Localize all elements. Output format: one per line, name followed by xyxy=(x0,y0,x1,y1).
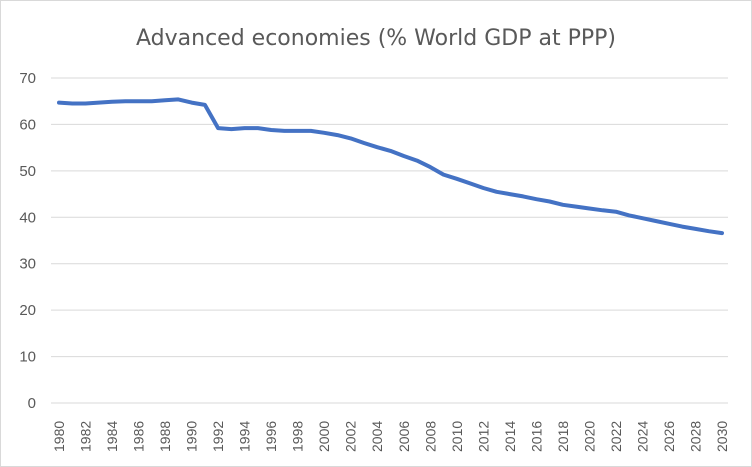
x-tick-label: 2030 xyxy=(714,421,730,452)
x-tick-label: 1984 xyxy=(104,421,120,452)
x-tick-label: 1994 xyxy=(237,421,253,452)
y-tick-label: 20 xyxy=(19,302,36,319)
x-tick-label: 1992 xyxy=(210,421,226,452)
x-tick-label: 1986 xyxy=(131,421,147,452)
x-tick-label: 2026 xyxy=(661,421,677,452)
x-tick-label: 2004 xyxy=(369,421,385,452)
x-tick-label: 1998 xyxy=(290,421,306,452)
y-tick-label: 70 xyxy=(19,70,36,87)
x-tick-label: 2006 xyxy=(396,421,412,452)
y-tick-label: 60 xyxy=(19,116,36,133)
y-tick-label: 40 xyxy=(19,209,36,226)
x-tick-label: 2022 xyxy=(608,421,624,452)
x-tick-label: 1988 xyxy=(157,421,173,452)
x-tick-label: 2024 xyxy=(634,421,650,452)
y-axis-ticks: 0 10 20 30 40 50 60 70 xyxy=(19,70,36,412)
y-tick-label: 30 xyxy=(19,256,36,273)
y-tick-label: 0 xyxy=(28,395,36,412)
x-axis-ticks: 1980 1982 1984 1986 1988 1990 1992 1994 1996 1998… xyxy=(51,421,730,452)
x-tick-label: 2012 xyxy=(475,421,491,452)
x-tick-label: 2000 xyxy=(316,421,332,452)
x-tick-label: 2010 xyxy=(449,421,465,452)
x-tick-label: 1996 xyxy=(263,421,279,452)
x-tick-label: 2028 xyxy=(687,421,703,452)
x-tick-label: 1990 xyxy=(184,421,200,452)
gridlines xyxy=(51,77,728,404)
x-tick-label: 2002 xyxy=(343,421,359,452)
series-line xyxy=(57,97,724,236)
x-tick-label: 2016 xyxy=(528,421,544,452)
x-tick-label: 2008 xyxy=(422,421,438,452)
x-tick-label: 1980 xyxy=(51,421,67,452)
chart-title: Advanced economies (% World GDP at PPP) xyxy=(136,26,616,51)
x-tick-label: 2014 xyxy=(502,421,518,452)
x-tick-label: 2020 xyxy=(581,421,597,452)
x-tick-label: 2018 xyxy=(555,421,571,452)
y-tick-label: 10 xyxy=(19,349,36,366)
y-tick-label: 50 xyxy=(19,163,36,180)
series-layer xyxy=(57,97,724,236)
x-tick-label: 1982 xyxy=(78,421,94,452)
